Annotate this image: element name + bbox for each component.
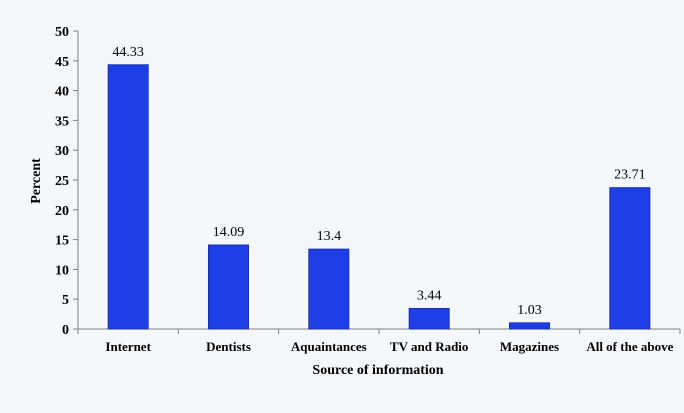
x-category-label: Dentists	[206, 339, 251, 354]
y-tick-label: 45	[55, 55, 69, 70]
bar-aquaintances	[308, 248, 350, 330]
data-label: 3.44	[417, 288, 442, 303]
y-axis-title: Percent	[29, 158, 44, 204]
y-tick-label: 40	[55, 85, 69, 100]
x-category-label: Internet	[105, 339, 151, 354]
x-axis-title: Source of information	[312, 363, 443, 378]
plot-area: 0 5 10 15 20 25 30 35 40 45 50 44.33 Internet 14.09 De…	[55, 25, 681, 354]
y-tick-label: 35	[55, 114, 69, 129]
y-tick-label: 0	[62, 323, 69, 338]
y-tick-label: 10	[55, 263, 69, 278]
bar-all-of-the-above	[609, 187, 651, 330]
x-category-label: Magazines	[500, 339, 559, 354]
y-tick-label: 25	[55, 174, 69, 189]
data-label: 13.4	[317, 229, 342, 244]
data-label: 1.03	[517, 303, 542, 318]
data-label: 44.33	[112, 45, 144, 60]
y-tick-label: 20	[55, 204, 69, 219]
bar-tv-and-radio	[408, 307, 450, 330]
y-tick-label: 5	[62, 293, 69, 308]
x-category-label: Aquaintances	[291, 339, 367, 354]
y-tick-label: 30	[55, 144, 69, 159]
bar-dentists	[208, 244, 249, 330]
y-tick-label: 15	[55, 234, 69, 249]
bar-internet	[107, 64, 149, 330]
data-label: 14.09	[213, 225, 245, 240]
x-category-label: All of the above	[586, 339, 673, 354]
data-label: 23.71	[614, 168, 646, 183]
x-category-label: TV and Radio	[390, 339, 469, 354]
bar-magazines	[509, 322, 550, 330]
y-tick-label: 50	[55, 25, 69, 40]
